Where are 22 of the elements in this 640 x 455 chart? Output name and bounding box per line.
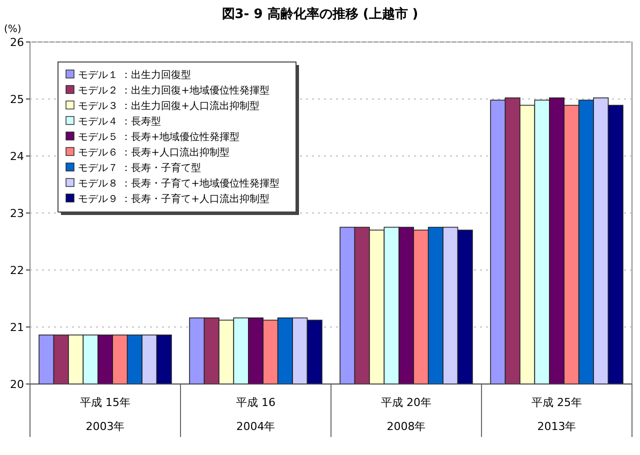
- legend-label: モデル１ ：出生力回復型: [78, 69, 192, 81]
- y-tick-label: 24: [10, 150, 24, 163]
- legend-label: モデル２ ：出生力回復+地域優位性発揮型: [78, 84, 270, 96]
- chart-title: 図3- 9 高齢化率の推移 (上越市 ): [222, 6, 418, 22]
- y-tick-label: 25: [10, 92, 24, 106]
- x-tick-label: 平成 16 2004年: [236, 396, 276, 433]
- y-tick-label: 26: [10, 36, 24, 49]
- x-tick-label: 平成 20年 2008年: [381, 396, 432, 433]
- legend-label: モデル４ ：長寿型: [78, 116, 162, 128]
- legend-label: モデル３ ：出生力回復+人口流出抑制型: [78, 100, 260, 112]
- legend-label: モデル５ ：長寿+地域優位性発揮型: [78, 131, 240, 143]
- y-axis-title: (%): [4, 24, 22, 35]
- y-tick-label: 20: [10, 378, 24, 391]
- y-tick-label: 21: [10, 320, 24, 334]
- y-tick-label: 22: [10, 264, 24, 277]
- y-tick-label: 23: [10, 206, 24, 220]
- x-tick-label: 平成 15年 2003年: [80, 396, 130, 433]
- legend-label: モデル７ ：長寿・子育て型: [78, 162, 202, 174]
- legend-label: モデル９ ：長寿・子育て+人口流出抑制型: [78, 193, 270, 205]
- legend-label: モデル６ ：長寿+人口流出抑制型: [78, 146, 230, 158]
- x-tick-label: 平成 25年 2013年: [532, 396, 582, 433]
- legend-label: モデル８ ：長寿・子育て+地域優位性発揮型: [78, 178, 280, 190]
